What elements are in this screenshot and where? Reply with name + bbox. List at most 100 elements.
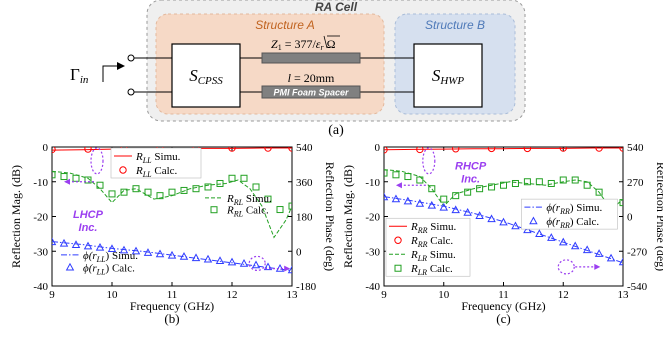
polarization-annotation: LHCP Inc. xyxy=(73,209,104,234)
data-point xyxy=(391,194,401,203)
data-point xyxy=(251,260,261,269)
input-port: Γin xyxy=(70,54,172,96)
legend-top: RLL Simu.RLL Calc. xyxy=(110,147,202,179)
legend-marker xyxy=(119,166,127,174)
legend-right: ϕ(rRR) Simu.ϕ(rRR) Calc. xyxy=(521,198,618,230)
legend-entry: RRR Simu. xyxy=(389,221,456,235)
chart-caption: (b) xyxy=(164,311,179,326)
y-tick-label: -20 xyxy=(33,212,48,224)
legend-label: RLL Calc. xyxy=(135,165,178,179)
series--r-rr-simu- xyxy=(384,196,623,264)
legend-mid: RRL Simu.RRL Calc. xyxy=(205,193,272,219)
pmi-foam-spacer xyxy=(261,85,361,99)
data-point xyxy=(452,192,460,200)
data-point xyxy=(452,147,460,153)
y-tick-label: -30 xyxy=(365,246,380,258)
z1-transmission-line xyxy=(261,52,361,64)
data-point xyxy=(571,176,579,184)
data-point xyxy=(168,188,176,196)
svg-text:Γin: Γin xyxy=(70,65,89,86)
series-r-rl-calc- xyxy=(52,171,292,214)
data-point xyxy=(204,183,212,191)
y2-tick-label: -540 xyxy=(627,281,648,293)
data-point xyxy=(252,183,260,191)
y2-tick-label: 540 xyxy=(627,142,644,154)
legend-label: RLL Simu. xyxy=(135,151,181,165)
data-point xyxy=(428,185,436,193)
series-line xyxy=(384,196,623,264)
data-point xyxy=(559,147,567,152)
data-point xyxy=(416,176,424,184)
data-point xyxy=(618,257,623,266)
data-point xyxy=(415,198,425,207)
y2-tick-label: 270 xyxy=(627,177,644,189)
data-point xyxy=(595,147,603,152)
data-point xyxy=(72,174,80,182)
y2-axis-label: Reflection Phase (deg) xyxy=(323,162,337,271)
data-point xyxy=(227,257,237,266)
highlight-ellipse xyxy=(248,255,266,272)
data-point xyxy=(276,206,284,214)
data-point xyxy=(500,181,507,189)
data-point xyxy=(228,147,236,152)
data-point xyxy=(155,249,165,258)
legend-marker xyxy=(210,206,218,214)
hwp-block xyxy=(413,43,483,108)
data-point xyxy=(95,242,105,251)
data-point xyxy=(463,207,472,216)
data-point xyxy=(606,253,616,262)
highlight-ellipse xyxy=(90,147,104,175)
legend-label: RRR Simu. xyxy=(410,221,456,235)
highlight-ellipse xyxy=(422,147,436,175)
data-point xyxy=(287,265,292,274)
data-point xyxy=(71,240,81,248)
chart-caption: (c) xyxy=(496,311,510,326)
legend-marker xyxy=(65,262,75,271)
data-point xyxy=(547,179,555,187)
data-point xyxy=(180,186,188,194)
y-tick-label: -30 xyxy=(33,246,48,258)
caption-a: (a) xyxy=(328,123,344,138)
data-point xyxy=(84,176,92,184)
legend-entry: ϕ(rRR) Calc. xyxy=(529,216,599,230)
x-axis-label: Frequency (GHz) xyxy=(130,299,214,313)
data-point xyxy=(215,256,225,265)
legend-entry: RLL Calc. xyxy=(119,165,178,179)
legend-marker xyxy=(529,216,538,225)
data-point xyxy=(179,252,189,260)
data-point xyxy=(52,147,56,154)
data-point xyxy=(595,188,603,196)
data-point xyxy=(143,248,153,256)
data-point xyxy=(487,147,496,153)
length-label: l = 20mm xyxy=(288,71,335,85)
chart-c: 9 10 11 12 13 0 -10 -20 -30 -40 540 270 0 -270 -540 Fre… xyxy=(341,142,663,326)
legend-entry: RRL Calc. xyxy=(210,205,269,219)
data-point xyxy=(59,238,69,247)
legend-entry: RLR Calc. xyxy=(394,263,453,277)
series-line xyxy=(384,169,623,211)
data-point xyxy=(203,254,213,263)
y2-tick-label: 180 xyxy=(296,212,313,224)
data-point xyxy=(488,183,496,191)
legend-label: ϕ(rRR) Calc. xyxy=(546,216,599,230)
x-tick-label: 10 xyxy=(107,289,119,301)
structure-a-label: Structure A xyxy=(255,18,315,32)
series-r-rr-simu- xyxy=(384,147,623,151)
y-tick-label: 0 xyxy=(43,142,49,154)
legend-entry: ϕ(rRR) Simu. xyxy=(524,202,602,216)
series-r-rl-simu- xyxy=(52,170,292,239)
legend-label: ϕ(rRR) Simu. xyxy=(546,202,602,216)
y-axis-label: Reflection Mag. (dB) xyxy=(9,165,23,268)
data-point xyxy=(144,188,152,196)
data-point xyxy=(487,214,496,223)
cpss-label: SCPSS xyxy=(189,66,223,87)
data-point xyxy=(96,181,104,189)
data-point xyxy=(263,262,273,271)
legend-marker xyxy=(394,236,402,244)
data-point xyxy=(228,174,236,182)
x-tick-label: 11 xyxy=(498,289,509,301)
series--r-rr-calc- xyxy=(384,192,623,266)
data-point xyxy=(440,195,448,203)
y2-tick-label: -180 xyxy=(296,281,317,293)
data-point xyxy=(403,196,413,205)
